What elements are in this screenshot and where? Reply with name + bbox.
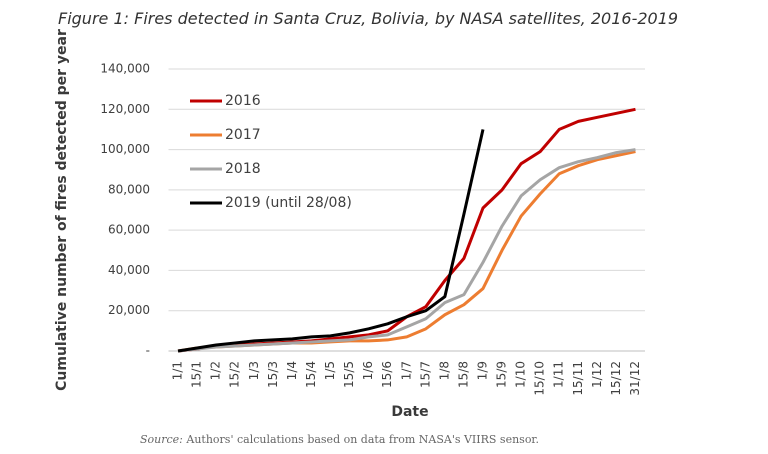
x-tick-label: 15/4 xyxy=(304,361,318,388)
source: Source: Authors' calculations based on d… xyxy=(140,433,539,446)
series-line xyxy=(177,129,485,353)
y-axis-label: Cumulative number of fires detected per … xyxy=(54,29,70,391)
x-axis-label: Date xyxy=(391,404,428,420)
series-line xyxy=(177,148,636,353)
y-tick-label: 100,000 xyxy=(100,142,150,156)
legend-label: 2019 (until 28/08) xyxy=(225,195,352,211)
legend-label: 2018 xyxy=(225,161,261,177)
legend-label: 2016 xyxy=(225,93,261,109)
x-tick-label: 15/12 xyxy=(609,361,623,396)
source-text: Authors' calculations based on data from… xyxy=(185,433,539,446)
x-tick-label: 1/8 xyxy=(437,361,451,380)
x-tick-label: 1/10 xyxy=(514,361,528,388)
series-line xyxy=(177,150,636,353)
y-tick-label: 80,000 xyxy=(108,182,150,196)
y-tick-label: 60,000 xyxy=(108,223,150,237)
y-tick-label: 140,000 xyxy=(100,62,150,76)
x-tick-label: 1/4 xyxy=(285,361,299,380)
x-tick-label: 15/7 xyxy=(418,361,432,388)
x-tick-label: 1/7 xyxy=(399,361,413,380)
x-tick-label: 1/5 xyxy=(323,361,337,380)
x-tick-label: 1/11 xyxy=(552,361,566,388)
y-tick-label: 20,000 xyxy=(108,303,150,317)
chart-title: Figure 1: Fires detected in Santa Cruz, … xyxy=(58,9,678,28)
x-tick-label: 15/11 xyxy=(571,361,585,396)
y-tick-label: 40,000 xyxy=(108,263,150,277)
source-label: Source: xyxy=(140,433,183,446)
x-tick-label: 15/6 xyxy=(380,361,394,388)
x-tick-label: 15/5 xyxy=(342,361,356,388)
x-tick-label: 1/2 xyxy=(209,361,223,380)
x-tick-label: 15/10 xyxy=(533,361,547,396)
x-tick-label: 1/3 xyxy=(247,361,261,380)
x-tick-label: 1/12 xyxy=(590,361,604,388)
legend-label: 2017 xyxy=(225,127,261,143)
x-tick-label: 1/9 xyxy=(475,361,489,380)
y-tick-label: - xyxy=(146,344,150,358)
x-tick-label: 31/12 xyxy=(628,361,642,396)
x-tick-label: 15/8 xyxy=(456,361,470,388)
x-tick-label: 15/1 xyxy=(190,361,204,388)
x-tick-label: 15/2 xyxy=(228,361,242,388)
y-tick-label: 120,000 xyxy=(100,102,150,116)
x-tick-label: 1/1 xyxy=(171,361,185,380)
x-tick-label: 15/3 xyxy=(266,361,280,388)
x-tick-label: 15/9 xyxy=(495,361,509,388)
x-tick-label: 1/6 xyxy=(361,361,375,380)
